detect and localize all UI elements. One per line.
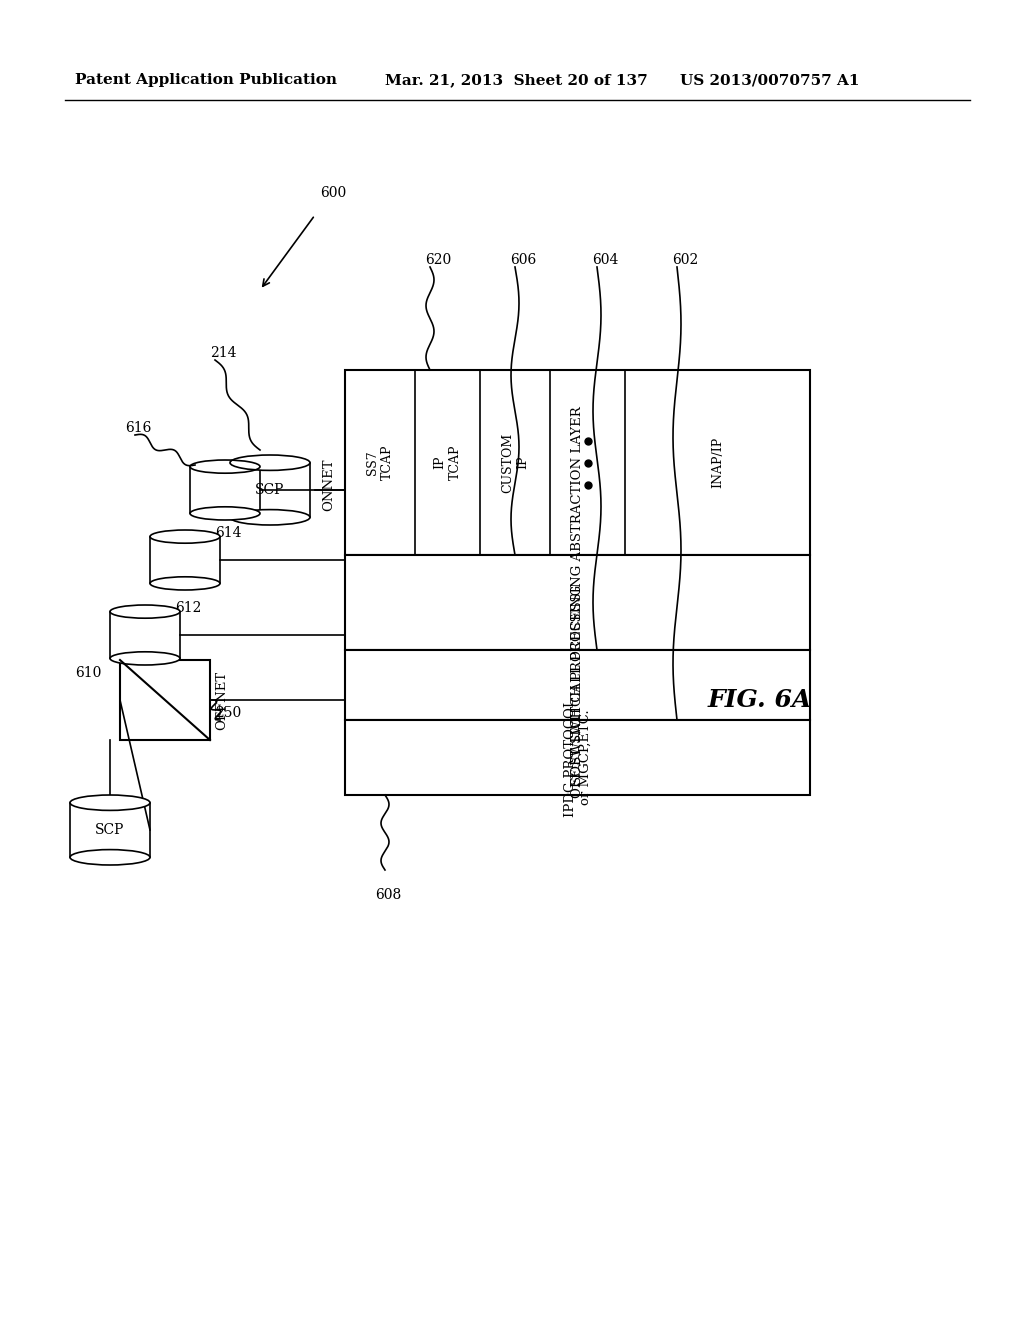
Text: IP
TCAP: IP TCAP (433, 445, 462, 480)
Text: 250: 250 (215, 706, 242, 719)
Text: 604: 604 (592, 253, 618, 267)
Text: OFF SWITCH CALL PROCESSING ABSTRACTION LAYER: OFF SWITCH CALL PROCESSING ABSTRACTION L… (571, 407, 584, 799)
Text: INAP/IP: INAP/IP (711, 437, 724, 488)
Ellipse shape (230, 455, 310, 470)
Text: 602: 602 (672, 253, 698, 267)
Ellipse shape (70, 795, 150, 810)
Text: CUSTOM
IP: CUSTOM IP (501, 433, 529, 492)
Text: 214: 214 (210, 346, 237, 360)
Text: Mar. 21, 2013  Sheet 20 of 137: Mar. 21, 2013 Sheet 20 of 137 (385, 73, 648, 87)
Ellipse shape (150, 531, 220, 544)
Text: ONNET: ONNET (322, 459, 335, 511)
Polygon shape (120, 660, 210, 741)
Polygon shape (110, 611, 180, 659)
Text: IPDC PROTOCOL
or MGCP,ETC.: IPDC PROTOCOL or MGCP,ETC. (563, 698, 592, 817)
Ellipse shape (190, 507, 260, 520)
Text: 606: 606 (510, 253, 537, 267)
Ellipse shape (110, 605, 180, 618)
Text: 600: 600 (319, 186, 346, 201)
Text: SCP: SCP (95, 822, 125, 837)
Polygon shape (190, 466, 260, 513)
Polygon shape (230, 463, 310, 517)
Polygon shape (345, 554, 810, 649)
Text: SCP: SCP (255, 483, 285, 498)
Text: SOFT SWITCH PROCESSING: SOFT SWITCH PROCESSING (571, 585, 584, 785)
Text: US 2013/0070757 A1: US 2013/0070757 A1 (680, 73, 859, 87)
Polygon shape (345, 719, 810, 795)
Text: OFFNET: OFFNET (215, 671, 228, 730)
Ellipse shape (230, 510, 310, 525)
Polygon shape (70, 803, 150, 857)
Ellipse shape (150, 577, 220, 590)
Text: 612: 612 (175, 601, 202, 615)
Ellipse shape (110, 652, 180, 665)
Ellipse shape (190, 459, 260, 473)
Text: Patent Application Publication: Patent Application Publication (75, 73, 337, 87)
Text: 616: 616 (125, 421, 152, 436)
Text: 610: 610 (75, 667, 101, 680)
Text: FIG. 6A: FIG. 6A (708, 688, 812, 711)
Ellipse shape (70, 850, 150, 865)
Polygon shape (345, 370, 810, 554)
Text: 614: 614 (215, 525, 242, 540)
Polygon shape (345, 649, 810, 719)
Text: 618: 618 (250, 455, 276, 470)
Text: SS7
TCAP: SS7 TCAP (366, 445, 394, 480)
Polygon shape (150, 537, 220, 583)
Text: 620: 620 (425, 253, 452, 267)
Text: 608: 608 (375, 888, 401, 902)
